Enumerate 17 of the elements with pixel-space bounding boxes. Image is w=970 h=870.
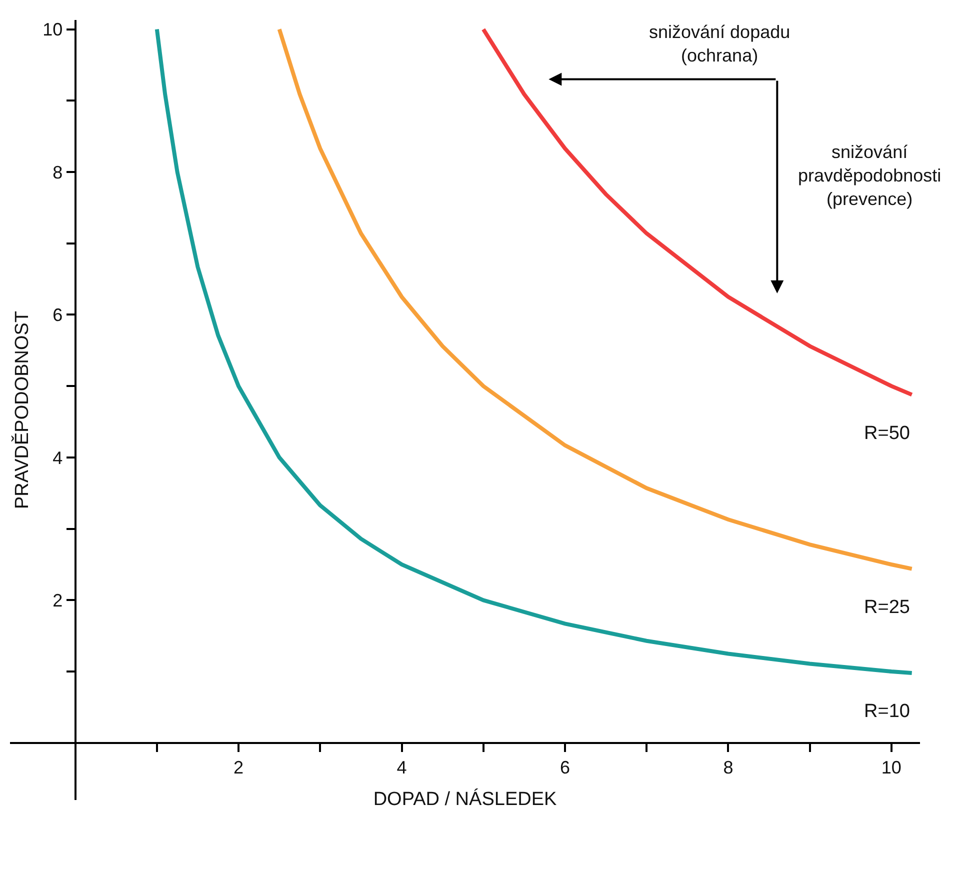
y-tick-label: 2: [52, 590, 63, 610]
annotation: snižování pravděpodobnosti (prevence): [798, 142, 942, 209]
x-tick-label: 10: [881, 758, 902, 778]
series-label: R=10: [864, 701, 910, 722]
series-label: R=25: [864, 597, 910, 618]
y-tick-label: 6: [52, 305, 63, 326]
y-axis-title: PRAVDĚPODOBNOST: [11, 310, 34, 510]
x-tick-label: 2: [234, 758, 244, 778]
y-tick-label: 8: [52, 162, 63, 182]
x-axis-title: DOPAD / NÁSLEDEK: [373, 788, 558, 810]
annotation: snižování dopadu (ochrana): [649, 22, 790, 66]
series-label: R=50: [864, 423, 910, 444]
y-tick-label: 4: [52, 448, 63, 468]
y-tick-label: 10: [42, 20, 63, 40]
x-tick-label: 4: [396, 758, 407, 778]
x-tick-label: 8: [723, 758, 734, 778]
x-tick-label: 6: [560, 758, 570, 778]
